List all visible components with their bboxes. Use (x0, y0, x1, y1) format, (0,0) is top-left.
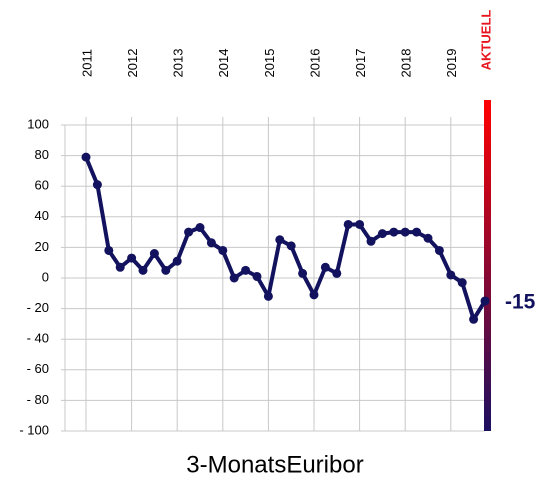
point (263, 291, 273, 301)
point (252, 271, 262, 281)
y-tick-label: - 60 (27, 361, 49, 376)
point (320, 262, 330, 272)
point (412, 227, 422, 237)
point (275, 235, 285, 245)
point (309, 290, 319, 300)
point (104, 245, 114, 255)
point (92, 180, 102, 190)
point (115, 262, 125, 272)
y-tick-label: - 40 (27, 331, 49, 346)
point (206, 238, 216, 248)
point (149, 249, 159, 259)
point (457, 278, 467, 288)
x-tick-label: 2012 (125, 49, 140, 78)
x-tick-label: 2011 (79, 49, 94, 77)
point (184, 227, 194, 237)
x-tick-label: 2019 (444, 49, 459, 78)
point (434, 245, 444, 255)
point (229, 273, 239, 283)
point (81, 152, 91, 162)
point (377, 229, 387, 239)
point (298, 268, 308, 278)
point (343, 219, 353, 229)
y-tick-label: 80 (35, 147, 49, 162)
point (138, 265, 148, 275)
x-tick-label: 2018 (399, 49, 414, 78)
point (241, 265, 251, 275)
y-tick-label: 100 (27, 116, 49, 131)
x-tick-label: 2015 (262, 49, 277, 78)
point (400, 227, 410, 237)
y-tick-label: 20 (35, 239, 49, 254)
current-bar (484, 100, 491, 431)
x-tick-label: 2016 (307, 49, 322, 78)
point (469, 314, 479, 324)
point (127, 253, 137, 263)
point (286, 241, 296, 251)
point (366, 236, 376, 246)
point (218, 245, 228, 255)
point (172, 256, 182, 266)
x-tick-label: 2013 (171, 49, 186, 78)
value-label: -15 (505, 290, 536, 313)
point (389, 227, 399, 237)
y-tick-label: 0 (42, 269, 49, 284)
current-label: AKTUELL (478, 10, 493, 71)
y-tick-label: 40 (35, 208, 49, 223)
point (446, 270, 456, 280)
y-tick-label: - 100 (19, 422, 49, 437)
point (332, 268, 342, 278)
point (161, 265, 171, 275)
x-tick-label: 2017 (353, 49, 368, 78)
y-tick-label: 60 (35, 178, 49, 193)
chart-title: 3-MonatsEuribor (186, 451, 363, 478)
y-tick-label: - 80 (27, 392, 49, 407)
point (423, 233, 433, 243)
x-tick-label: 2014 (216, 49, 231, 78)
point (480, 296, 490, 306)
y-tick-label: - 20 (27, 300, 49, 315)
point (355, 219, 365, 229)
point (195, 223, 205, 233)
